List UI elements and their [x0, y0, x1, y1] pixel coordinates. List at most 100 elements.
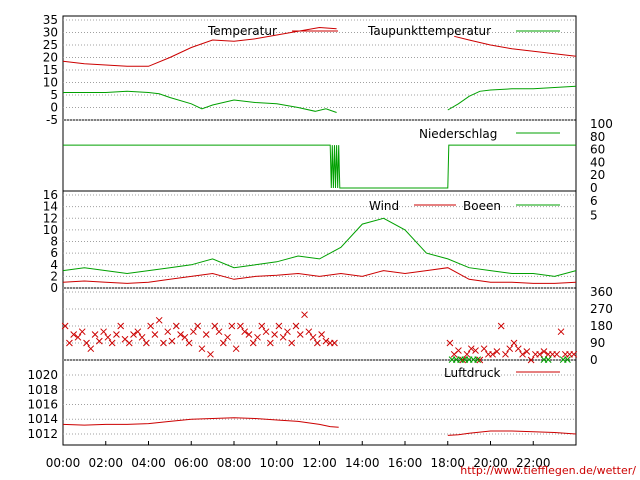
wind-ytick-label: 6 [50, 246, 58, 260]
wind_direction-point [130, 331, 137, 338]
wind_direction-point [168, 337, 176, 345]
wind_direction-point [232, 345, 240, 353]
temperature-ytick-label: 35 [43, 13, 58, 27]
temperature-ytick-label: 25 [43, 38, 58, 52]
wind_direction-point [258, 322, 266, 330]
wind_direction-point [155, 316, 163, 324]
wind_direction-point [241, 328, 249, 336]
precipitation-ytick-label: 20 [590, 168, 605, 182]
wind_direction-point [510, 339, 518, 347]
wind-ytick-label: 0 [50, 281, 58, 295]
pressure-series-0-line [62, 417, 339, 428]
wind_direction-point [190, 328, 197, 336]
wind_direction-point [95, 337, 103, 345]
source-url: http://www.tiefflegen.de/wetter/ [460, 464, 636, 477]
wind_direction-point [502, 350, 509, 358]
wind_direction-point [284, 328, 291, 336]
x-tick-label: 18:00 [430, 456, 465, 470]
x-tick-label: 08:00 [217, 456, 252, 470]
wind_direction-point [271, 331, 278, 338]
wind_direction-point [279, 333, 287, 341]
legend-label-taupunkt: Taupunkttemperatur [367, 24, 491, 38]
wind_direction-point [104, 333, 112, 341]
pressure-ytick-label: 1018 [27, 383, 58, 397]
wind_direction-point [219, 339, 227, 347]
wind_direction-point [78, 328, 86, 336]
wind-series-1-line [62, 217, 577, 277]
wind_direction-point [322, 337, 330, 345]
wind_direction-point [237, 322, 244, 330]
wind_direction-point [474, 356, 482, 363]
wind_direction-point [164, 328, 172, 336]
wind_direction-point [211, 322, 219, 330]
temperature-ytick-label: 10 [43, 76, 58, 90]
wind_direction-point [262, 328, 270, 336]
wind-ytick-label: 12 [43, 211, 58, 225]
temperature-ytick-label: 5 [50, 88, 58, 102]
wind_direction-point [202, 331, 210, 338]
wind_direction-ytick-label: 180 [590, 319, 613, 333]
wind_direction-point [224, 333, 231, 341]
wind_direction-point [74, 333, 82, 341]
wind_direction-point [185, 339, 193, 347]
wind_direction-point [544, 356, 552, 363]
wind_direction-ytick-label: 90 [590, 336, 605, 350]
panel-frame-precipitation [62, 119, 577, 192]
wind_direction-point [117, 322, 125, 330]
precipitation-series-0-line [63, 144, 576, 189]
wind_direction-point [108, 339, 116, 347]
wind_direction-point [523, 348, 531, 355]
wind_direction-point [557, 328, 565, 336]
temperature-series-0-line [62, 26, 337, 67]
precipitation-ytick-label: 100 [590, 117, 613, 131]
x-tick-label: 06:00 [174, 456, 209, 470]
temperature-ytick-label: -5 [46, 113, 58, 127]
wind_direction-point [87, 345, 95, 353]
wind_direction-ytick-label: 360 [590, 285, 613, 299]
x-tick-label: 10:00 [259, 456, 294, 470]
wind_direction-point [113, 331, 120, 338]
wind_direction-point [553, 350, 561, 358]
wind_direction-point [493, 348, 501, 355]
wind_direction-point [570, 350, 578, 358]
wind_direction-point [249, 339, 257, 347]
temperature-ytick-label: 30 [43, 26, 58, 40]
pressure-series-0-line [447, 430, 577, 436]
wind-ytick-label: 10 [43, 223, 58, 237]
wind-ytick-label: 4 [50, 258, 58, 272]
wind_direction-point [83, 339, 90, 347]
wind_direction-point [480, 345, 488, 353]
wind_direction-point [91, 331, 99, 338]
wind_direction-point [564, 356, 571, 363]
x-tick-label: 14:00 [345, 456, 380, 470]
pressure-ytick-label: 1014 [27, 412, 58, 426]
wind_direction-point [70, 331, 78, 338]
temperature-series-1-line [447, 85, 577, 111]
wind_direction-point [177, 331, 184, 338]
wind-series-0-line [62, 267, 577, 284]
wind-right-tick-label: 5 [590, 208, 598, 222]
temperature-ytick-label: 0 [50, 101, 58, 115]
wind_direction-point [519, 350, 526, 358]
wind-ytick-label: 8 [50, 235, 58, 249]
wind_direction-point [292, 322, 300, 330]
wind-right-tick-label: 6 [590, 194, 598, 208]
wind_direction-point [288, 339, 296, 347]
x-tick-label: 04:00 [131, 456, 166, 470]
wind_direction-point [207, 350, 214, 358]
temperature-ytick-label: 20 [43, 51, 58, 65]
x-tick-label: 02:00 [88, 456, 123, 470]
temperature-series-0-line [454, 35, 577, 57]
wind-ytick-label: 2 [50, 269, 58, 283]
precipitation-ytick-label: 60 [590, 143, 605, 157]
wind_direction-point [514, 345, 522, 353]
x-tick-label: 00:00 [46, 456, 81, 470]
wind_direction-point [100, 328, 107, 336]
wind_direction-point [198, 345, 206, 353]
wind_direction-point [305, 328, 313, 336]
wind-ytick-label: 16 [43, 188, 58, 202]
legend-label-temperatur: Temperatur [207, 24, 277, 38]
wind_direction-point [215, 328, 223, 336]
wind_direction-point [134, 328, 142, 336]
